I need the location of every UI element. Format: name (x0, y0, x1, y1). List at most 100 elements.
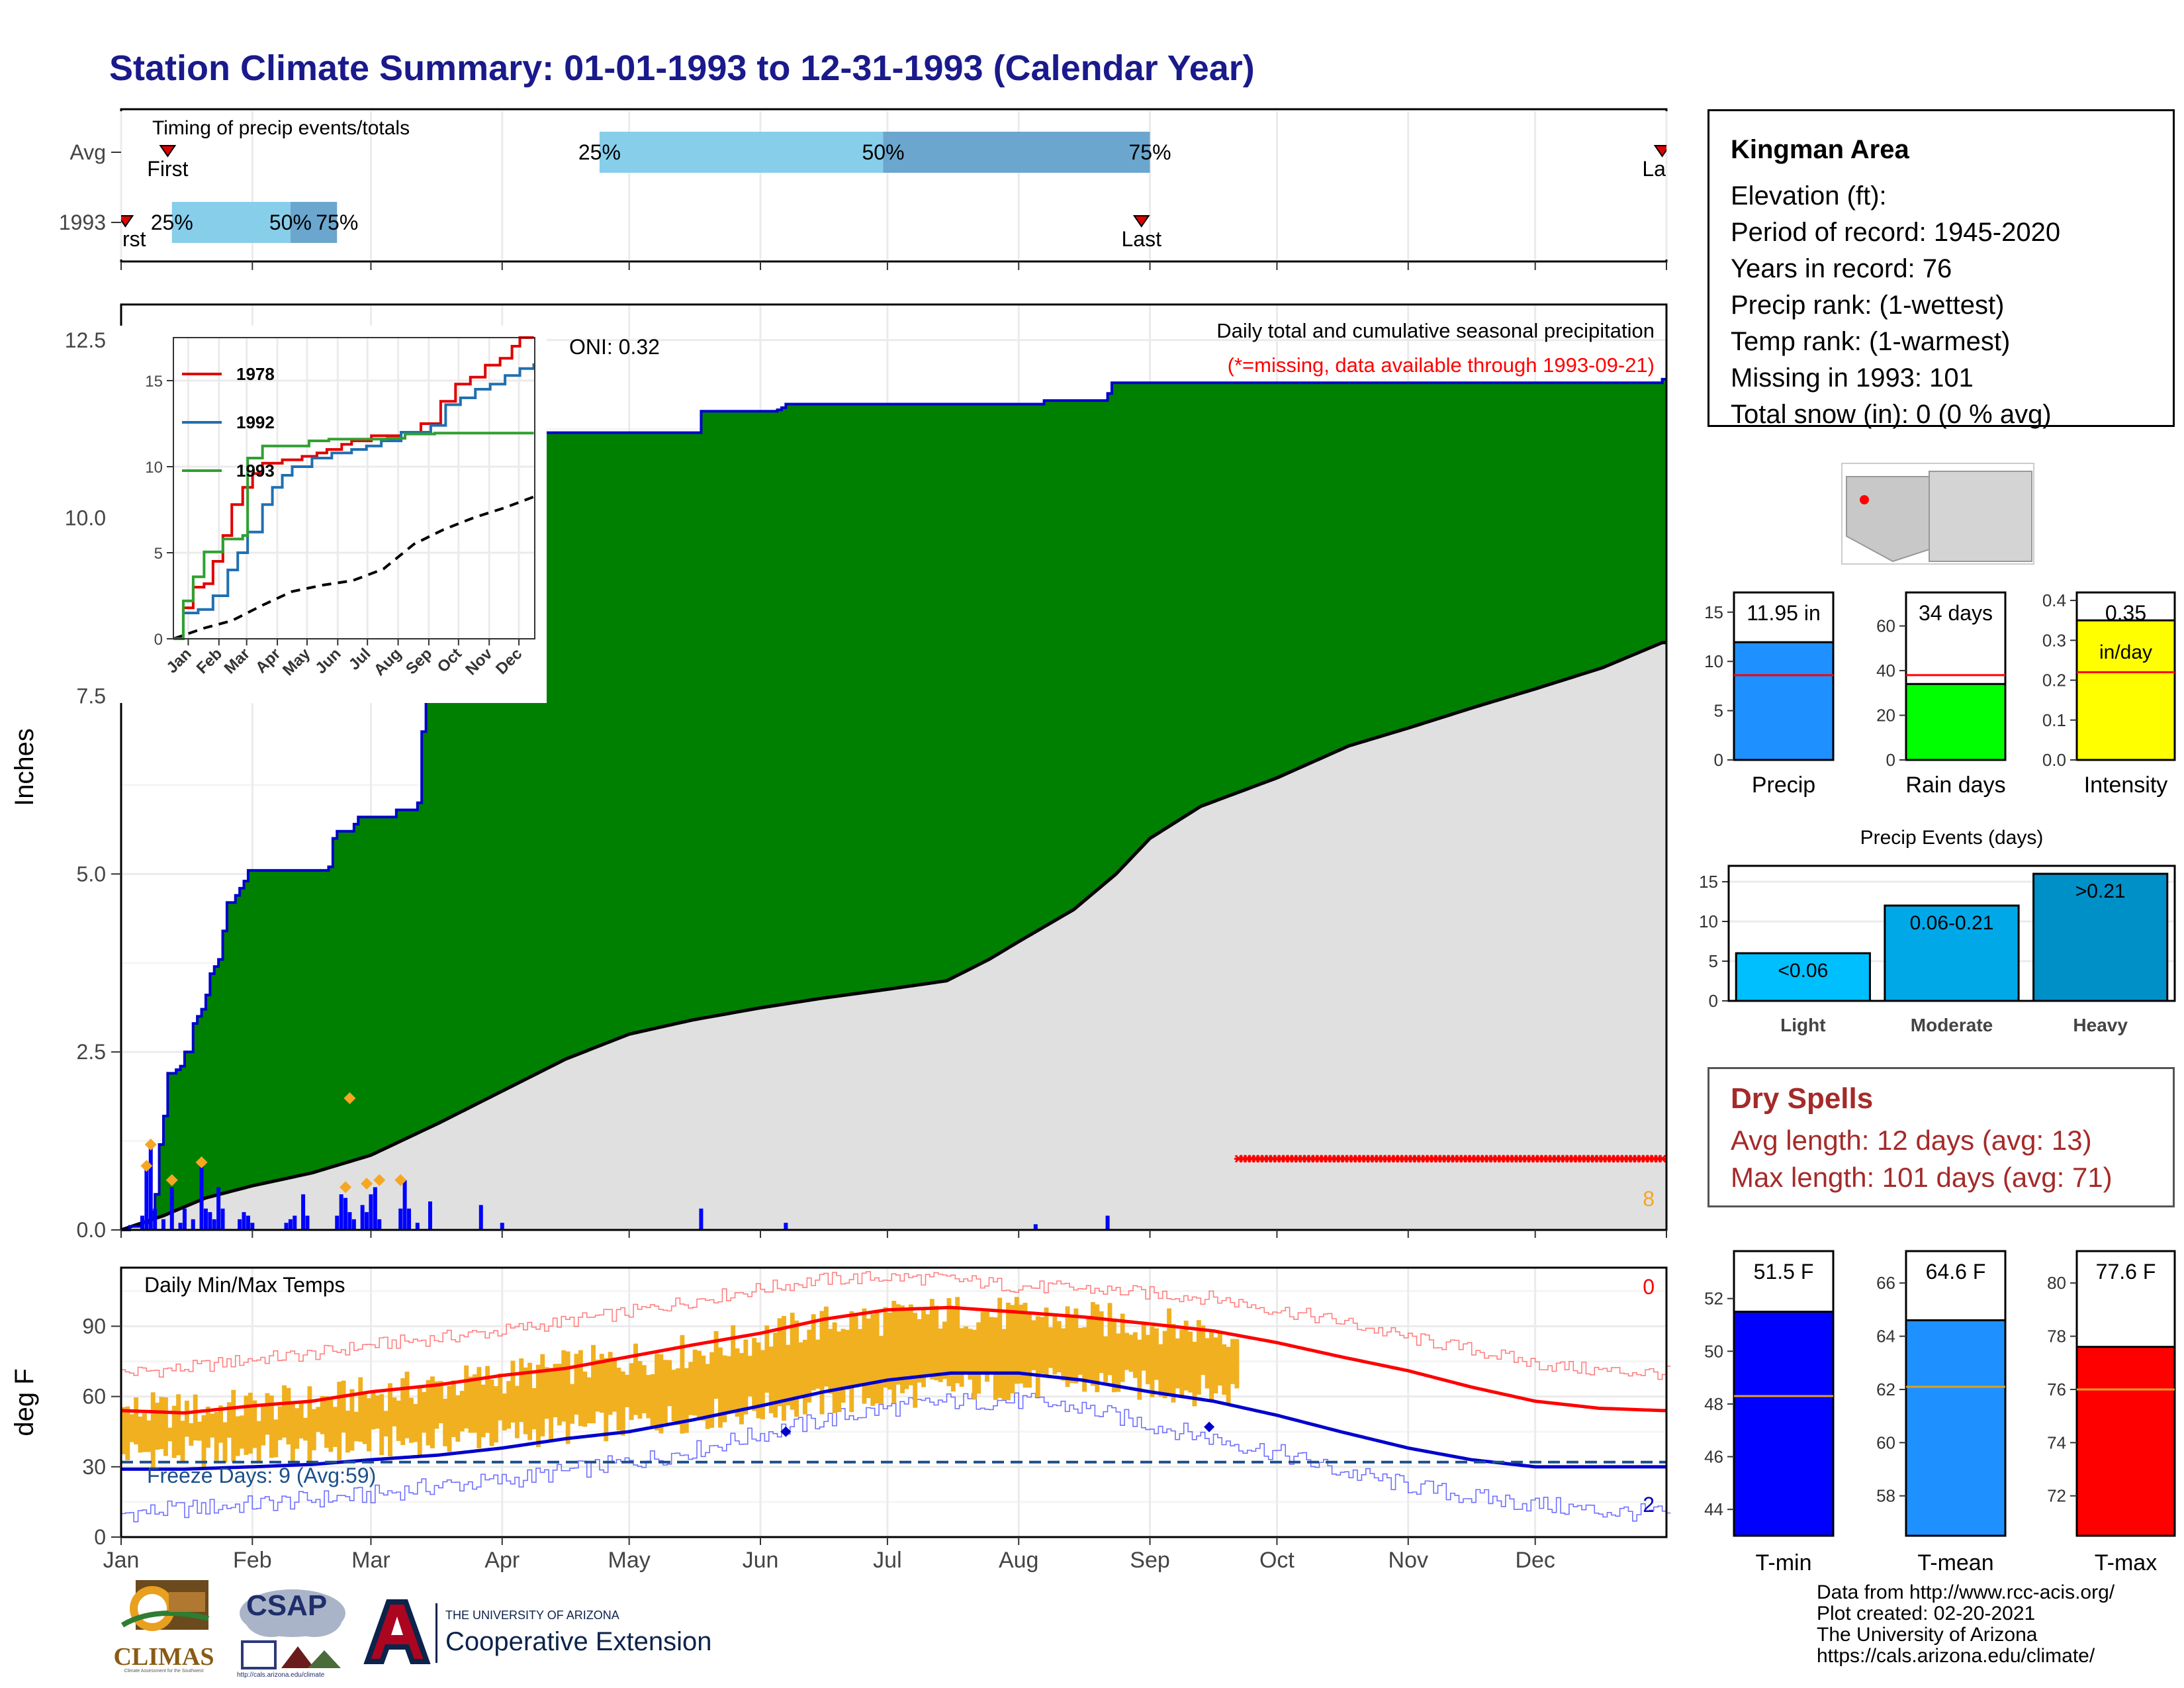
daily-temp-bar (972, 1329, 977, 1400)
daily-temp-bar (828, 1329, 833, 1394)
daily-precip-bar (343, 1197, 348, 1230)
inset-series-line-1992 (173, 363, 535, 640)
daily-temp-bar (1031, 1320, 1036, 1370)
daily-temp-bar (1065, 1306, 1070, 1387)
daily-temp-bar (438, 1381, 443, 1424)
ua-cooperative-extension-logo: THE UNIVERSITY OF ARIZONA Cooperative Ex… (361, 1595, 745, 1675)
daily-temp-bar (353, 1411, 359, 1442)
dry-spells-box: Dry Spells Avg length: 12 days (avg: 13)… (1707, 1067, 2175, 1207)
inset-y-tick-label: 5 (154, 545, 163, 563)
daily-temp-bar (1201, 1325, 1206, 1376)
daily-temp-bar (883, 1307, 888, 1388)
daily-precip-bar (365, 1212, 369, 1230)
summary_intensity-bar (2075, 619, 2176, 761)
daily-precip-bar (161, 1219, 165, 1230)
timing-1993-last-label: Last (1121, 227, 1161, 251)
summary_intensity-y-tick-label: 0.3 (2042, 630, 2066, 650)
daily-precip-bar (284, 1223, 289, 1230)
daily-precip-bar (293, 1215, 297, 1230)
credit-university: The University of Arizona (1817, 1624, 2038, 1646)
daily-temp-bar (540, 1354, 545, 1436)
daily-temp-bar (1048, 1327, 1053, 1368)
daily-precip-bar (377, 1219, 382, 1230)
daily-precip-bar (428, 1201, 432, 1230)
timing-row-label: Avg (69, 140, 106, 164)
daily-temp-bar (1226, 1346, 1231, 1403)
precip-y-tick-label: 10.0 (65, 506, 106, 530)
daily-temp-bar (155, 1402, 160, 1450)
daily-temp-bar (599, 1354, 604, 1413)
daily-temp-bar (764, 1325, 770, 1393)
daily-temp-bar (1192, 1341, 1197, 1407)
month-x-tick-label: Jul (873, 1548, 901, 1573)
daily-temp-bar (625, 1374, 630, 1407)
summary_precip-value-label: 11.95 in (1747, 601, 1821, 625)
credit-data-source: Data from http://www.rcc-acis.org/ (1817, 1581, 2115, 1603)
daily-temp-bar (184, 1400, 189, 1437)
daily-precip-bar (220, 1208, 225, 1230)
oni-label: ONI: 0.32 (569, 335, 660, 359)
daily-temp-bar (388, 1383, 392, 1457)
daily-temp-bar (655, 1354, 659, 1430)
daily-temp-bar (265, 1393, 270, 1435)
daily-temp-bar (837, 1331, 842, 1411)
daily-temp-bar (980, 1311, 985, 1374)
daily-temp-bar (337, 1382, 342, 1460)
daily-temp-bar (121, 1407, 126, 1454)
daily-temp-bar (426, 1380, 431, 1446)
inset-legend-label-1978: 1978 (236, 364, 275, 384)
station-info-box: Kingman Area Elevation (ft): Period of r… (1707, 109, 2175, 429)
csap-wordmark: CSAP (246, 1589, 328, 1622)
summary_tmin-y-tick-label: 46 (1704, 1447, 1723, 1467)
daily-temp-bar (862, 1308, 867, 1404)
daily-temp-bar (1183, 1321, 1189, 1391)
daily-temp-bar (739, 1352, 744, 1425)
daily-temp-bar (667, 1360, 672, 1407)
daily-precip-bar (148, 1144, 153, 1230)
daily-temp-bar (443, 1398, 448, 1446)
daily-temp-bar (180, 1421, 185, 1462)
inset-legend-label-1992: 1992 (236, 412, 275, 432)
summary_tmean-y-tick-label: 60 (1876, 1432, 1895, 1452)
precip-events-bar-label: >0.21 (2075, 880, 2126, 902)
daily-temp-bar (345, 1411, 350, 1453)
daily-temp-bar (510, 1360, 516, 1423)
temp-y-tick-label: 30 (82, 1455, 106, 1479)
daily-precip-bar (415, 1223, 420, 1230)
month-x-tick-label: Jan (103, 1548, 140, 1573)
month-x-tick-label: Feb (233, 1548, 272, 1573)
precip-events-frame (1727, 865, 2176, 1002)
daily-temp-bar (404, 1372, 410, 1438)
daily-temp-bar (1001, 1329, 1007, 1400)
daily-temp-bar (1111, 1318, 1116, 1393)
timing-avg-p75-label: 75% (1129, 140, 1171, 164)
daily-temp-bar (620, 1371, 625, 1436)
inset-y-tick-label: 15 (145, 373, 163, 391)
daily-temp-bar (849, 1311, 854, 1413)
daily-temp-bar (163, 1397, 168, 1456)
daily-temp-bar (756, 1342, 761, 1419)
dry-spells-avg: Avg length: 12 days (avg: 13) (1731, 1125, 2092, 1156)
daily-temp-bar (934, 1305, 939, 1381)
daily-temp-bar (1116, 1333, 1121, 1392)
daily-temp-bar (362, 1393, 367, 1444)
daily-temp-bar (134, 1397, 139, 1445)
info-temp-rank: Temp rank: (1-warmest) (1731, 327, 2011, 356)
daily-temp-bar (240, 1415, 245, 1449)
daily-temp-bar (726, 1356, 731, 1412)
timing-1993-iqr-high (290, 202, 338, 243)
daily-temp-bar (811, 1314, 816, 1391)
normal-precip-line (120, 641, 1666, 1232)
daily-temp-bar (1162, 1331, 1167, 1399)
daily-temp-bar (595, 1359, 600, 1412)
daily-temp-bar (261, 1405, 266, 1446)
page-title: Station Climate Summary: 01-01-1993 to 1… (109, 48, 1255, 88)
daily-temp-bar (1056, 1321, 1062, 1373)
daily-precip-marker (165, 1174, 178, 1186)
daily-temp-bar (316, 1407, 321, 1432)
daily-temp-bar (1019, 1304, 1024, 1384)
daily-temp-bar (1040, 1317, 1045, 1374)
daily-temp-bar (210, 1413, 215, 1438)
daily-precip-bar (398, 1208, 403, 1230)
